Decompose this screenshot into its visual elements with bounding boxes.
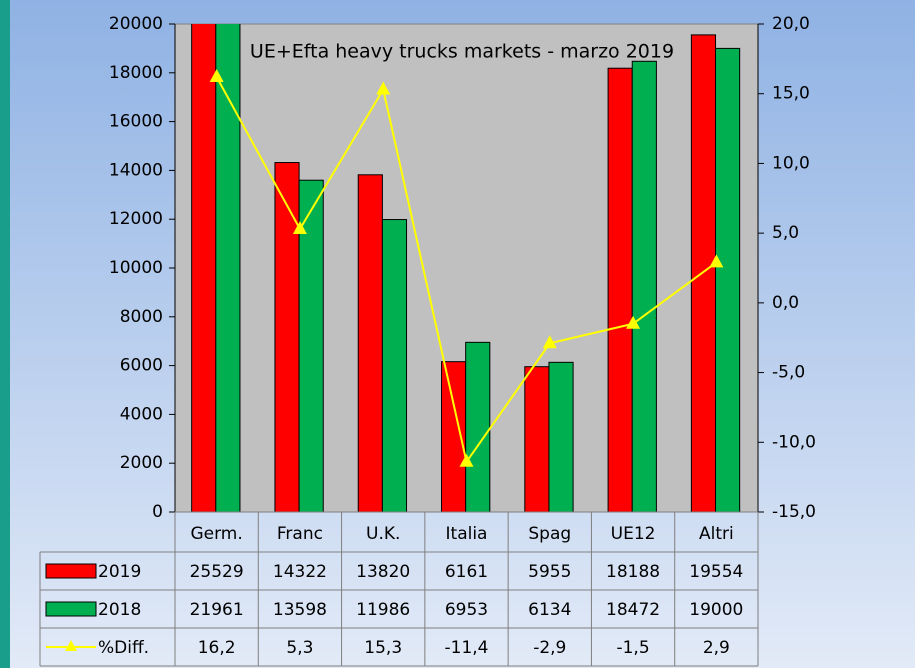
- bar: [298, 179, 324, 512]
- table-value: 5,3: [286, 638, 313, 658]
- legend-key: [65, 640, 77, 651]
- legend-key: [45, 601, 97, 617]
- marker: [209, 68, 224, 82]
- y-tick-label: 10000: [109, 258, 163, 278]
- table-value: -1,5: [616, 638, 649, 658]
- bar: [631, 60, 657, 512]
- table-value: 18472: [606, 600, 660, 620]
- y2-tick-label: -10,0: [772, 432, 816, 452]
- marker: [376, 81, 391, 95]
- y-tick-label: 6000: [120, 356, 163, 376]
- table-value: 6134: [528, 600, 571, 620]
- x-tick-label: UE12: [611, 524, 656, 544]
- y-tick-label: 20000: [109, 14, 163, 34]
- bar: [274, 162, 300, 512]
- y2-tick-label: 20,0: [772, 14, 810, 34]
- y-tick-label: 4000: [120, 404, 163, 424]
- table-value: 18188: [606, 562, 660, 582]
- table-value: 14322: [273, 562, 327, 582]
- table-value: 6161: [445, 562, 488, 582]
- bar: [715, 47, 741, 512]
- y2-tick-label: -15,0: [772, 502, 816, 522]
- marker: [459, 453, 474, 467]
- bar: [524, 366, 550, 512]
- marker: [709, 254, 724, 268]
- table-value: -2,9: [533, 638, 566, 658]
- y-tick-label: 2000: [120, 453, 163, 473]
- y2-tick-label: 0,0: [772, 293, 799, 313]
- y2-tick-label: -5,0: [772, 363, 805, 383]
- table-value: 13598: [273, 600, 327, 620]
- legend-key: [45, 563, 97, 579]
- y2-tick-label: 5,0: [772, 223, 799, 243]
- table-value: 19554: [689, 562, 743, 582]
- table-value: 21961: [190, 600, 244, 620]
- bar: [465, 341, 491, 512]
- y2-tick-label: 15,0: [772, 84, 810, 104]
- bar: [191, 24, 217, 512]
- chart-title: UE+Efta heavy trucks markets - marzo 201…: [250, 41, 674, 63]
- y-tick-label: 12000: [109, 209, 163, 229]
- table-value: 5955: [528, 562, 571, 582]
- table-value: 16,2: [198, 638, 236, 658]
- legend-label: 2019: [98, 562, 141, 582]
- bar: [381, 219, 408, 512]
- table-value: 25529: [190, 562, 244, 582]
- side-strip: [0, 0, 10, 668]
- y-tick-label: 0: [152, 502, 163, 522]
- table-value: -11,4: [445, 638, 489, 658]
- bar: [441, 361, 467, 512]
- x-tick-label: Spag: [528, 524, 571, 544]
- marker: [542, 335, 557, 349]
- table-value: 19000: [689, 600, 743, 620]
- table-value: 13820: [356, 562, 410, 582]
- y-tick-label: 18000: [109, 63, 163, 83]
- bar: [548, 361, 574, 512]
- x-tick-label: Franc: [277, 524, 323, 544]
- legend-label: %Diff.: [98, 638, 149, 658]
- y-tick-label: 16000: [109, 112, 163, 132]
- x-tick-label: Italia: [446, 524, 488, 544]
- bar: [607, 67, 633, 512]
- y-tick-label: 14000: [109, 160, 163, 180]
- table-value: 15,3: [364, 638, 402, 658]
- y-tick-label: 8000: [120, 307, 163, 327]
- bar: [357, 174, 383, 512]
- table-value: 11986: [356, 600, 410, 620]
- legend-label: 2018: [98, 600, 141, 620]
- x-tick-label: Germ.: [190, 524, 242, 544]
- x-tick-label: U.K.: [366, 524, 400, 544]
- y2-tick-label: 10,0: [772, 153, 810, 173]
- table-value: 2,9: [703, 638, 730, 658]
- marker: [292, 220, 307, 234]
- x-tick-label: Altri: [699, 524, 734, 544]
- bar: [690, 34, 717, 512]
- table-value: 6953: [445, 600, 488, 620]
- bar: [215, 24, 241, 512]
- marker: [626, 315, 641, 329]
